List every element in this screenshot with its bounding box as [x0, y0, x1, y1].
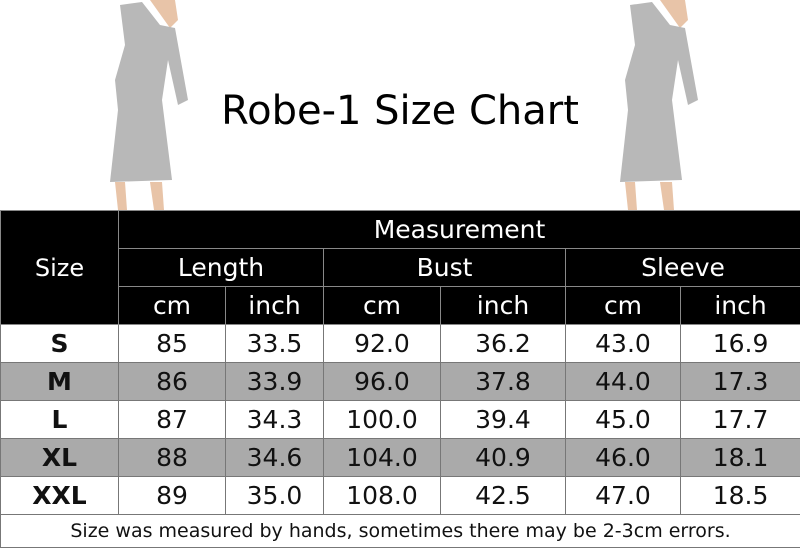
- value-cell: 87: [119, 401, 226, 439]
- unit-header: cm: [324, 287, 441, 325]
- value-cell: 42.5: [441, 477, 566, 515]
- size-cell: L: [1, 401, 119, 439]
- unit-header: inch: [441, 287, 566, 325]
- value-cell: 35.0: [226, 477, 324, 515]
- value-cell: 108.0: [324, 477, 441, 515]
- value-cell: 89: [119, 477, 226, 515]
- value-cell: 88: [119, 439, 226, 477]
- value-cell: 45.0: [566, 401, 681, 439]
- value-cell: 17.7: [681, 401, 800, 439]
- value-cell: 92.0: [324, 325, 441, 363]
- bust-header: Bust: [324, 249, 566, 287]
- value-cell: 85: [119, 325, 226, 363]
- value-cell: 44.0: [566, 363, 681, 401]
- value-cell: 16.9: [681, 325, 800, 363]
- unit-header: cm: [566, 287, 681, 325]
- unit-header: inch: [681, 287, 800, 325]
- value-cell: 36.2: [441, 325, 566, 363]
- value-cell: 100.0: [324, 401, 441, 439]
- chart-title: Robe-1 Size Chart: [0, 88, 800, 134]
- value-cell: 34.3: [226, 401, 324, 439]
- value-cell: 104.0: [324, 439, 441, 477]
- size-table: Size Measurement Length Bust Sleeve cm i…: [0, 210, 800, 548]
- measurement-header: Measurement: [119, 211, 800, 249]
- value-cell: 18.1: [681, 439, 800, 477]
- size-cell: XXL: [1, 477, 119, 515]
- length-header: Length: [119, 249, 324, 287]
- sleeve-header: Sleeve: [566, 249, 800, 287]
- value-cell: 40.9: [441, 439, 566, 477]
- value-cell: 37.8: [441, 363, 566, 401]
- value-cell: 39.4: [441, 401, 566, 439]
- size-cell: M: [1, 363, 119, 401]
- unit-header: cm: [119, 287, 226, 325]
- value-cell: 18.5: [681, 477, 800, 515]
- value-cell: 33.5: [226, 325, 324, 363]
- value-cell: 46.0: [566, 439, 681, 477]
- value-cell: 17.3: [681, 363, 800, 401]
- unit-header: inch: [226, 287, 324, 325]
- value-cell: 43.0: [566, 325, 681, 363]
- size-cell: S: [1, 325, 119, 363]
- value-cell: 86: [119, 363, 226, 401]
- size-header: Size: [1, 211, 119, 325]
- value-cell: 47.0: [566, 477, 681, 515]
- value-cell: 33.9: [226, 363, 324, 401]
- value-cell: 34.6: [226, 439, 324, 477]
- value-cell: 96.0: [324, 363, 441, 401]
- size-cell: XL: [1, 439, 119, 477]
- measurement-note: Size was measured by hands, sometimes th…: [1, 515, 800, 548]
